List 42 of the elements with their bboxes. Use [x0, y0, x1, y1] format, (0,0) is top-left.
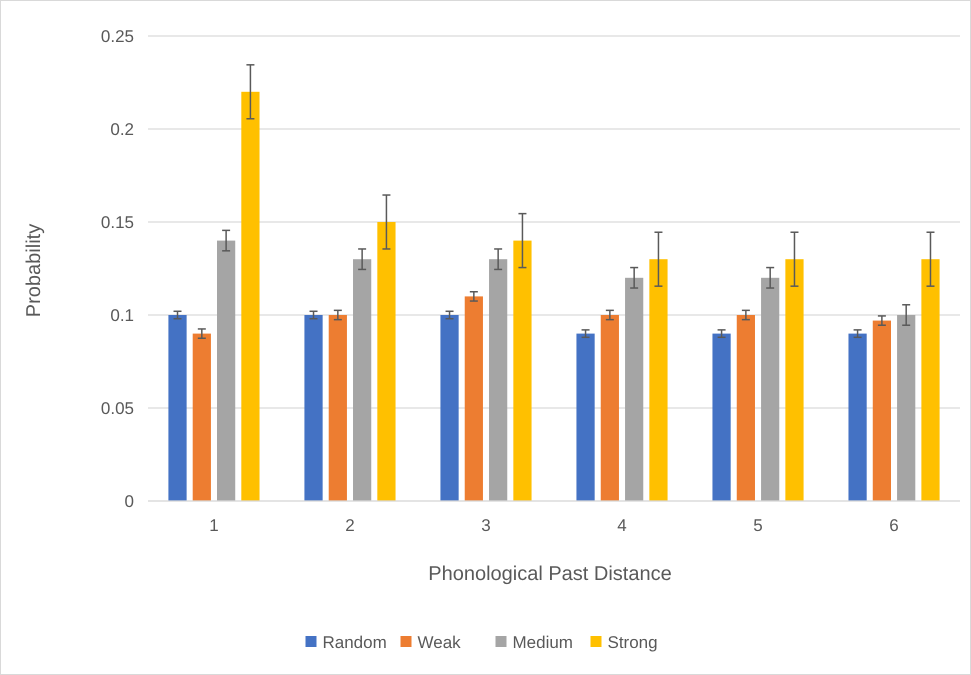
x-tick-label: 6 — [889, 516, 899, 535]
bar — [625, 278, 644, 501]
y-tick-label: 0.25 — [100, 26, 134, 46]
bar — [872, 320, 891, 501]
bar — [304, 315, 323, 501]
bar — [649, 259, 668, 501]
bar — [328, 315, 347, 501]
y-axis-title: Probability — [23, 224, 45, 318]
legend-label: Strong — [608, 632, 658, 652]
bar — [168, 315, 187, 501]
x-tick-label: 5 — [753, 516, 763, 535]
bar — [921, 259, 940, 501]
bar — [513, 240, 532, 501]
x-tick-label: 4 — [617, 516, 627, 535]
y-tick-label: 0.15 — [100, 212, 134, 232]
bar — [464, 296, 483, 501]
legend-label: Medium — [512, 632, 573, 652]
bar — [712, 334, 731, 501]
x-tick-label: 3 — [481, 516, 491, 535]
x-axis-title: Phonological Past Distance — [428, 563, 672, 585]
bar — [736, 315, 755, 501]
bar — [217, 240, 236, 501]
bar — [192, 334, 211, 501]
bar — [600, 315, 619, 501]
bar — [440, 315, 459, 501]
x-tick-label: 2 — [345, 516, 355, 535]
y-tick-label: 0.05 — [100, 398, 134, 418]
bar — [377, 222, 396, 501]
bar — [241, 92, 260, 501]
bar — [785, 259, 804, 501]
x-tick-label: 1 — [209, 516, 219, 535]
legend-label: Weak — [418, 632, 462, 652]
bar — [761, 278, 780, 501]
y-tick-label: 0 — [124, 492, 134, 511]
bar — [353, 259, 372, 501]
legend-label: Random — [322, 632, 387, 652]
bar — [489, 259, 508, 501]
y-tick-label: 0.2 — [110, 120, 134, 139]
y-tick-label: 0.1 — [110, 306, 134, 325]
bar — [848, 334, 867, 501]
bar — [576, 334, 595, 501]
bar — [897, 315, 916, 501]
